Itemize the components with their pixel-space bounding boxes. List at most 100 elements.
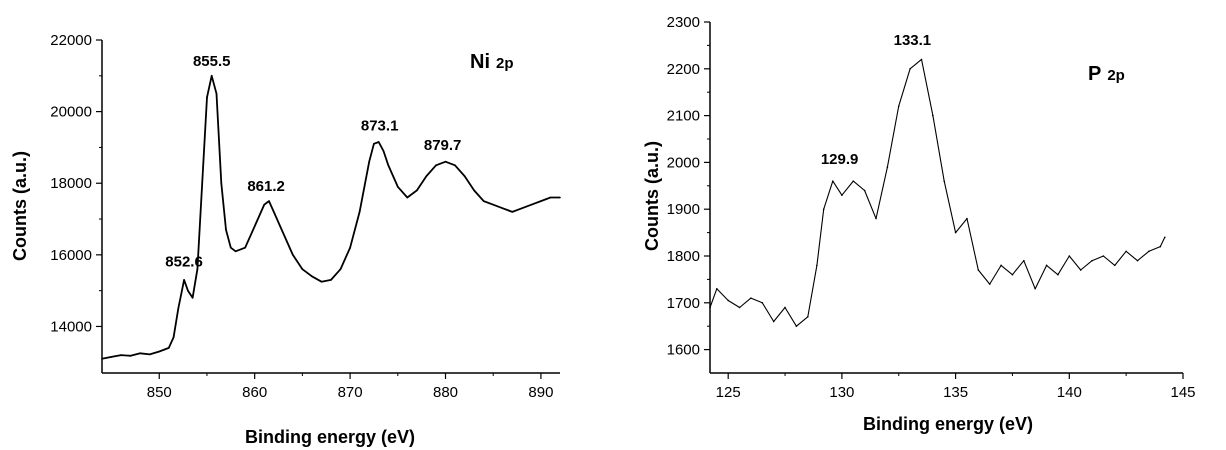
ni-data-point bbox=[320, 280, 323, 283]
ni-x-tick-label: 860 bbox=[242, 384, 267, 401]
ni-data-point bbox=[406, 196, 409, 199]
p-data-point bbox=[795, 325, 798, 328]
ni-peak-label: 861.2 bbox=[247, 178, 285, 195]
p-data-point bbox=[875, 217, 877, 220]
ni-data-point bbox=[272, 211, 275, 213]
ni-data-point bbox=[101, 357, 103, 360]
p-data-point bbox=[822, 208, 825, 210]
ni-data-point bbox=[339, 268, 342, 270]
ni-spectrum-line bbox=[101, 74, 560, 360]
p-data-point bbox=[897, 105, 900, 108]
p-x-tick-label: 130 bbox=[829, 384, 854, 401]
p-y-tick-label: 2300 bbox=[667, 14, 700, 31]
ni-data-point bbox=[349, 246, 351, 249]
p-data-point bbox=[1102, 255, 1105, 257]
ni-data-point bbox=[521, 207, 523, 210]
p-data-point bbox=[1045, 264, 1048, 267]
p-peak-annotations: 129.9 133.1 bbox=[821, 32, 931, 168]
ni-series-group bbox=[101, 74, 561, 360]
p-peak-label: 129.9 bbox=[821, 151, 859, 168]
ni-data-point bbox=[191, 297, 194, 299]
ni-peak-annotations: 852.6 855.5 861.2 873.1 879.7 bbox=[165, 53, 461, 271]
ni-y-tick-label: 18000 bbox=[50, 175, 92, 192]
ni-x-tick-label: 870 bbox=[338, 384, 363, 401]
ni-2p-chart: 14000 16000 18000 20000 22000 850 860 870 880 89… bbox=[10, 32, 561, 447]
ni-y-tick-label: 22000 bbox=[50, 32, 92, 49]
p-panel-label: P 2p bbox=[1088, 63, 1125, 85]
p-data-point bbox=[1125, 250, 1127, 253]
ni-data-point bbox=[473, 189, 475, 192]
ni-data-point bbox=[301, 268, 304, 270]
ni-data-point bbox=[172, 336, 175, 338]
p-data-point bbox=[988, 283, 991, 285]
ni-data-point bbox=[215, 92, 218, 95]
p-data-point bbox=[1068, 255, 1071, 257]
p-y-tick-label: 1800 bbox=[667, 248, 700, 265]
p-data-point bbox=[784, 306, 786, 309]
ni-data-point bbox=[148, 353, 151, 356]
p-data-point bbox=[909, 68, 911, 70]
p-data-point bbox=[806, 316, 809, 318]
p-data-point bbox=[1023, 259, 1025, 262]
p-data-point bbox=[977, 269, 980, 271]
ni-data-point bbox=[110, 356, 113, 358]
ni-data-point bbox=[501, 207, 504, 210]
p-peak-label: 133.1 bbox=[894, 32, 932, 49]
ni-panel-label: Ni 2p bbox=[470, 51, 514, 73]
ni-data-point bbox=[244, 246, 246, 249]
ni-panel-label-sub: 2p bbox=[496, 55, 514, 72]
ni-data-point bbox=[454, 164, 456, 167]
ni-x-axis-title: Binding energy (eV) bbox=[245, 427, 415, 447]
ni-x-tick-label: 880 bbox=[433, 384, 458, 401]
ni-data-point bbox=[220, 182, 223, 185]
p-x-tick-label: 125 bbox=[716, 384, 741, 401]
ni-data-point bbox=[425, 175, 428, 177]
ni-data-point bbox=[311, 275, 313, 278]
ni-data-point bbox=[201, 182, 203, 185]
ni-data-point bbox=[292, 254, 294, 256]
p-data-point bbox=[816, 264, 818, 267]
ni-data-point bbox=[253, 225, 256, 227]
ni-data-point bbox=[196, 268, 199, 270]
ni-data-point bbox=[187, 289, 189, 292]
p-data-point bbox=[920, 58, 923, 61]
ni-y-axis-title: Counts (a.u.) bbox=[10, 151, 30, 261]
p-data-point bbox=[709, 306, 711, 309]
ni-data-point bbox=[482, 200, 485, 202]
p-data-point bbox=[943, 180, 946, 182]
ni-peak-label: 879.7 bbox=[424, 137, 462, 154]
ni-data-point bbox=[183, 279, 185, 281]
ni-data-point bbox=[230, 246, 232, 249]
p-series-group bbox=[709, 58, 1166, 328]
p-y-tick-label: 1600 bbox=[667, 342, 700, 359]
ni-panel-label-main: Ni bbox=[470, 51, 490, 73]
p-data-point bbox=[932, 114, 934, 117]
ni-data-point bbox=[373, 143, 375, 145]
p-data-point bbox=[1079, 269, 1082, 271]
ni-data-point bbox=[396, 186, 399, 188]
p-panel-label-sub: 2p bbox=[1107, 67, 1125, 84]
p-x-tick-label: 140 bbox=[1057, 384, 1082, 401]
p-data-point bbox=[863, 189, 866, 192]
p-data-point bbox=[1113, 264, 1116, 267]
ni-data-point bbox=[158, 350, 161, 353]
ni-data-point bbox=[416, 189, 418, 192]
p-data-point bbox=[831, 180, 834, 182]
p-data-point bbox=[841, 194, 843, 196]
p-data-point bbox=[954, 231, 957, 234]
ni-y-tick-label: 16000 bbox=[50, 247, 92, 264]
ni-data-point bbox=[210, 75, 213, 77]
ni-data-point bbox=[444, 160, 447, 163]
ni-data-point bbox=[492, 203, 495, 206]
ni-data-point bbox=[377, 141, 380, 143]
p-spectrum-line bbox=[709, 58, 1166, 327]
p-data-point bbox=[716, 287, 718, 290]
ni-y-tick-label: 14000 bbox=[50, 318, 92, 335]
p-data-point bbox=[761, 302, 764, 304]
p-x-axis-title: Binding energy (eV) bbox=[863, 414, 1033, 434]
p-x-ticks: 125 130 135 140 145 bbox=[716, 373, 1196, 401]
ni-data-point bbox=[549, 196, 552, 199]
p-y-tick-label: 2100 bbox=[667, 108, 700, 125]
p-data-point bbox=[772, 320, 775, 323]
